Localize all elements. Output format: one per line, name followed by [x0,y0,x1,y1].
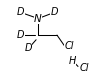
Text: D: D [17,7,25,17]
Text: D: D [50,7,58,17]
Text: N: N [34,14,42,24]
Text: H: H [68,56,76,66]
Text: Cl: Cl [65,41,74,51]
Text: Cl: Cl [80,63,89,73]
Text: D: D [17,30,25,40]
Text: D: D [25,43,32,53]
